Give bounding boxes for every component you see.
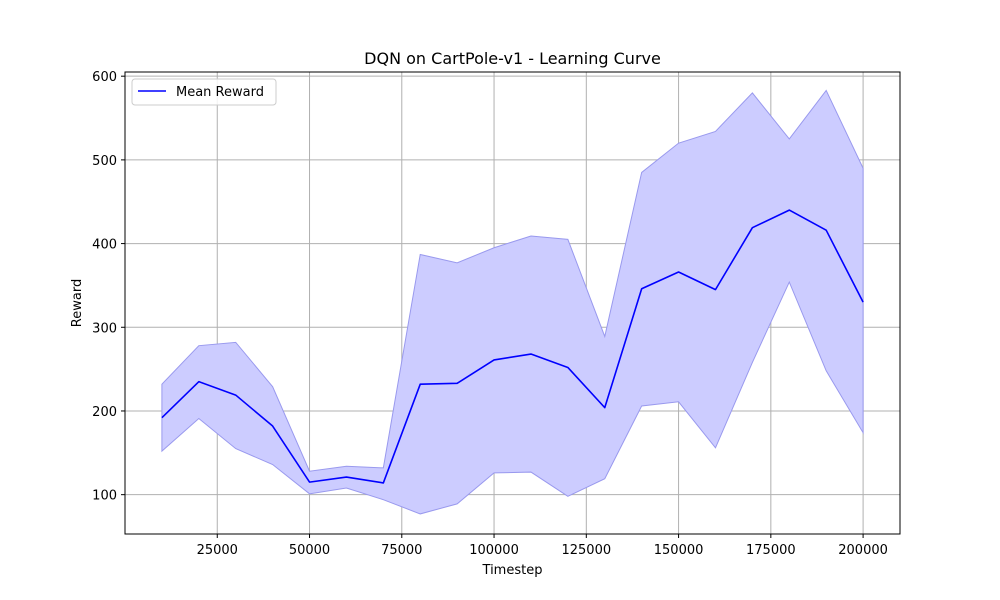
y-tick-label: 400 [92, 238, 117, 253]
y-tick-label: 200 [92, 405, 117, 420]
y-axis-ticks: 100 200 300 400 500 600 [92, 70, 125, 504]
x-tick-label: 200000 [838, 543, 888, 558]
x-tick-label: 100000 [469, 543, 519, 558]
x-tick-label: 25000 [197, 543, 238, 558]
y-axis-label: Reward [70, 279, 85, 327]
mean-reward-line [161, 209, 864, 484]
y-tick-label: 500 [92, 154, 117, 169]
chart-title: DQN on CartPole-v1 - Learning Curve [364, 49, 661, 68]
x-axis-label: Timestep [482, 563, 543, 578]
x-axis-ticks: 25000 50000 75000 100000 125000 150000 175000 2… [197, 534, 888, 558]
legend-label-mean-reward: Mean Reward [176, 85, 264, 100]
x-tick-label: 175000 [746, 543, 796, 558]
x-tick-label: 75000 [381, 543, 422, 558]
x-tick-label: 50000 [289, 543, 330, 558]
y-tick-label: 300 [92, 321, 117, 336]
series-layer [161, 209, 864, 484]
x-tick-label: 125000 [561, 543, 611, 558]
legend-box [131, 78, 277, 106]
std-band-layer [161, 89, 864, 515]
y-tick-label: 100 [92, 489, 117, 504]
legend: Mean Reward [131, 78, 277, 106]
std-band [161, 89, 864, 515]
y-tick-label: 600 [92, 70, 117, 85]
x-tick-label: 150000 [654, 543, 704, 558]
plot-frame [124, 71, 901, 535]
